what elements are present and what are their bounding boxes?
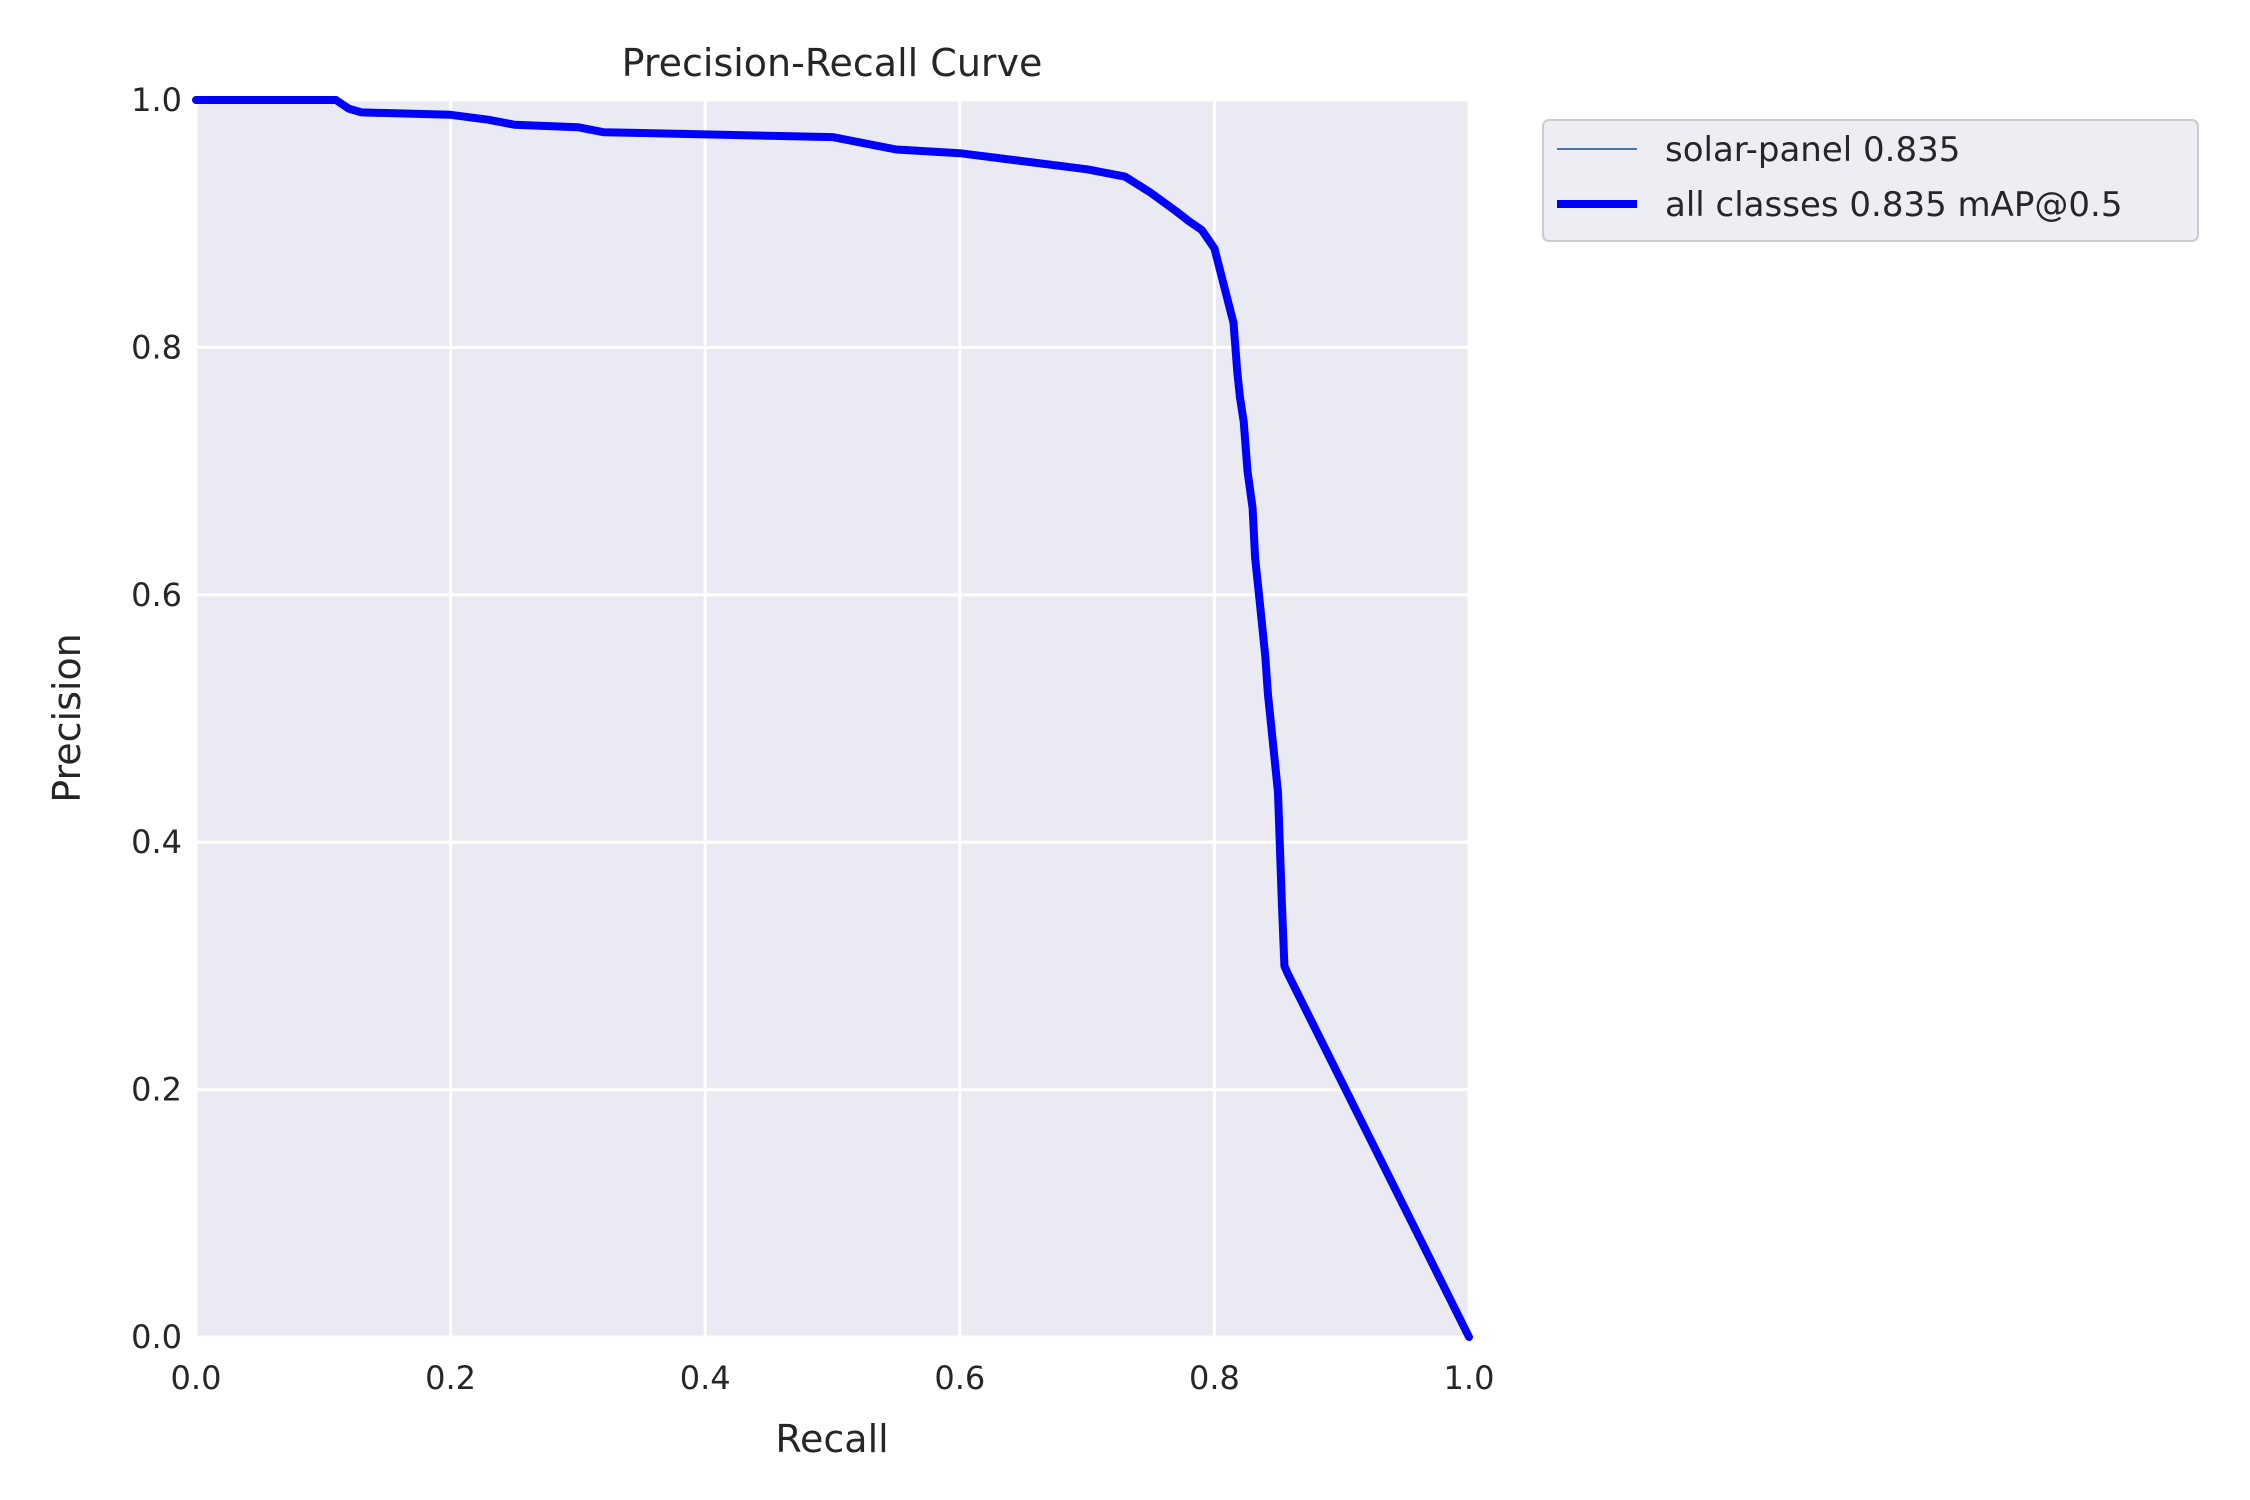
x-tick-label: 0.4: [680, 1359, 731, 1397]
x-tick-label: 0.6: [934, 1359, 985, 1397]
y-tick-label: 1.0: [131, 81, 182, 119]
chart-title: Precision-Recall Curve: [622, 41, 1043, 85]
x-tick-labels: 0.0 0.2 0.4 0.6 0.8 1.0: [171, 1359, 1495, 1397]
series-line-all-classes: [192, 96, 1473, 1341]
legend: solar-panel 0.835 all classes 0.835 mAP@…: [1542, 119, 2199, 242]
x-tick-label: 0.8: [1189, 1359, 1240, 1397]
series-layer: [192, 96, 1473, 1341]
x-axis-title: Recall: [775, 1417, 888, 1461]
y-tick-labels: 0.0 0.2 0.4 0.6 0.8 1.0: [131, 81, 182, 1356]
plot-background: [196, 100, 1469, 1337]
x-tick-label: 0.0: [171, 1359, 222, 1397]
y-tick-label: 0.2: [131, 1071, 182, 1109]
legend-box: [1542, 119, 2199, 242]
x-gridlines: [194, 100, 1471, 1337]
legend-label-solar-panel: solar-panel 0.835: [1665, 130, 1960, 170]
y-tick-label: 0.4: [131, 823, 182, 861]
y-tick-label: 0.6: [131, 576, 182, 614]
y-axis-title: Precision: [45, 633, 89, 803]
x-tick-label: 0.2: [425, 1359, 476, 1397]
legend-label-all-classes: all classes 0.835 mAP@0.5: [1665, 185, 2122, 225]
y-tick-label: 0.0: [131, 1318, 182, 1356]
x-tick-label: 1.0: [1444, 1359, 1495, 1397]
y-tick-label: 0.8: [131, 328, 182, 366]
